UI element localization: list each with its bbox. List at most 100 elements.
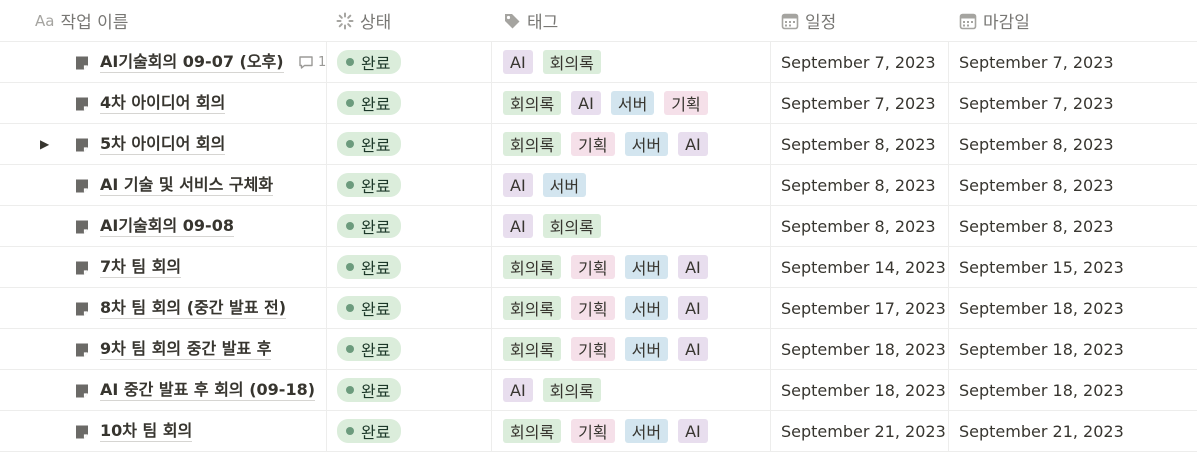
status-cell[interactable]: 완료 [326, 124, 491, 164]
name-cell[interactable]: ▶ 5차 아이디어 회의 [0, 124, 326, 164]
table-row[interactable]: 7차 팀 회의 완료 회의록 기획 서버 AI September 14, 2023 Sept… [0, 247, 1197, 288]
column-header-tags[interactable]: 태그 [491, 0, 770, 41]
tag-badge: AI [678, 255, 708, 279]
table-row[interactable]: 10차 팀 회의 완료 회의록 기획 서버 AI September 21, 2023 Sep… [0, 411, 1197, 452]
date-value: September 18, 2023 [781, 339, 946, 359]
tag-badge: 회의록 [542, 214, 601, 238]
status-cell[interactable]: 완료 [326, 165, 491, 205]
row-title[interactable]: 8차 팀 회의 (중간 발표 전) [100, 297, 287, 319]
name-cell[interactable]: 10차 팀 회의 [0, 411, 326, 451]
table-row[interactable]: 8차 팀 회의 (중간 발표 전) 완료 회의록 기획 서버 AI September 17… [0, 288, 1197, 329]
due-cell[interactable]: September 21, 2023 [948, 411, 1197, 451]
status-badge: 완료 [337, 296, 402, 320]
tags-cell[interactable]: 회의록 AI 서버 기획 [491, 83, 770, 123]
status-cell[interactable]: 완료 [326, 370, 491, 410]
tags-cell[interactable]: 회의록 기획 서버 AI [491, 411, 770, 451]
date-cell[interactable]: September 14, 2023 [770, 247, 948, 287]
row-title[interactable]: 5차 아이디어 회의 [100, 133, 226, 155]
due-cell[interactable]: September 18, 2023 [948, 329, 1197, 369]
tag-badge: 회의록 [503, 255, 562, 279]
status-cell[interactable]: 완료 [326, 83, 491, 123]
tag-badge: AI [678, 132, 708, 156]
row-title[interactable]: 7차 팀 회의 [100, 256, 182, 278]
tag-badge: AI [503, 173, 533, 197]
name-cell[interactable]: 7차 팀 회의 [0, 247, 326, 287]
name-cell[interactable]: 8차 팀 회의 (중간 발표 전) [0, 288, 326, 328]
table-row[interactable]: ▶ 5차 아이디어 회의 완료 회의록 기획 서버 AI September 8, 2023 S… [0, 124, 1197, 165]
due-cell[interactable]: September 8, 2023 [948, 124, 1197, 164]
name-cell[interactable]: AI 중간 발표 후 회의 (09-18) [0, 370, 326, 410]
calendar-icon [781, 12, 799, 30]
row-title[interactable]: 9차 팀 회의 중간 발표 후 [100, 338, 272, 360]
name-cell[interactable]: 4차 아이디어 회의 [0, 83, 326, 123]
comment-indicator[interactable]: 1 [298, 55, 326, 70]
status-cell[interactable]: 완료 [326, 411, 491, 451]
status-badge: 완료 [337, 50, 402, 74]
date-cell[interactable]: September 7, 2023 [770, 42, 948, 82]
date-cell[interactable]: September 18, 2023 [770, 370, 948, 410]
date-cell[interactable]: September 17, 2023 [770, 288, 948, 328]
date-value: September 17, 2023 [781, 298, 946, 318]
status-badge: 완료 [337, 378, 402, 402]
column-header-status[interactable]: 상태 [326, 0, 491, 41]
name-cell[interactable]: AI기술회의 09-07 (오후) 1 [0, 42, 326, 82]
column-header-due[interactable]: 마감일 [948, 0, 1197, 41]
table-row[interactable]: 9차 팀 회의 중간 발표 후 완료 회의록 기획 서버 AI September 18, … [0, 329, 1197, 370]
status-cell[interactable]: 완료 [326, 206, 491, 246]
column-header-name[interactable]: Aa 작업 이름 [0, 0, 326, 41]
due-cell[interactable]: September 18, 2023 [948, 370, 1197, 410]
due-value: September 18, 2023 [959, 339, 1124, 359]
date-cell[interactable]: September 8, 2023 [770, 124, 948, 164]
due-cell[interactable]: September 7, 2023 [948, 42, 1197, 82]
row-title[interactable]: AI 중간 발표 후 회의 (09-18) [100, 379, 316, 401]
table-row[interactable]: AI 중간 발표 후 회의 (09-18) 완료 AI 회의록 September 18… [0, 370, 1197, 411]
tags-cell[interactable]: 회의록 기획 서버 AI [491, 288, 770, 328]
row-title[interactable]: AI기술회의 09-07 (오후) [100, 51, 284, 73]
due-cell[interactable]: September 8, 2023 [948, 206, 1197, 246]
date-cell[interactable]: September 8, 2023 [770, 165, 948, 205]
expand-toggle-icon[interactable]: ▶ [40, 137, 50, 151]
tags-cell[interactable]: AI 회의록 [491, 42, 770, 82]
tag-badge: 서버 [624, 337, 669, 361]
due-cell[interactable]: September 18, 2023 [948, 288, 1197, 328]
status-dot-icon [346, 140, 354, 148]
tag-badge: 서버 [542, 173, 587, 197]
status-cell[interactable]: 완료 [326, 288, 491, 328]
due-cell[interactable]: September 8, 2023 [948, 165, 1197, 205]
table-row[interactable]: AI기술회의 09-07 (오후) 1 완료 AI 회의록 September 7, 20… [0, 42, 1197, 83]
tags-cell[interactable]: AI 서버 [491, 165, 770, 205]
tag-badge: 기획 [571, 419, 615, 443]
row-title[interactable]: AI 기술 및 서비스 구체화 [100, 174, 274, 196]
date-value: September 21, 2023 [781, 421, 946, 441]
due-cell[interactable]: September 15, 2023 [948, 247, 1197, 287]
table-row[interactable]: AI 기술 및 서비스 구체화 완료 AI 서버 September 8, 2023 Se… [0, 165, 1197, 206]
table-row[interactable]: 4차 아이디어 회의 완료 회의록 AI 서버 기획 September 7, 2023 Se… [0, 83, 1197, 124]
date-cell[interactable]: September 8, 2023 [770, 206, 948, 246]
status-badge: 완료 [337, 255, 402, 279]
status-badge: 완료 [337, 91, 402, 115]
tags-cell[interactable]: 회의록 기획 서버 AI [491, 124, 770, 164]
status-label: 완료 [361, 423, 391, 442]
tags-cell[interactable]: AI 회의록 [491, 206, 770, 246]
tags-cell[interactable]: 회의록 기획 서버 AI [491, 247, 770, 287]
tags-cell[interactable]: 회의록 기획 서버 AI [491, 329, 770, 369]
tag-badge: 기획 [571, 337, 615, 361]
table-row[interactable]: AI기술회의 09-08 완료 AI 회의록 September 8, 2023 Sept… [0, 206, 1197, 247]
name-cell[interactable]: AI기술회의 09-08 [0, 206, 326, 246]
column-header-date[interactable]: 일정 [770, 0, 948, 41]
date-cell[interactable]: September 21, 2023 [770, 411, 948, 451]
status-cell[interactable]: 완료 [326, 329, 491, 369]
tag-badge: 서버 [624, 255, 669, 279]
row-title[interactable]: AI기술회의 09-08 [100, 215, 234, 237]
date-cell[interactable]: September 18, 2023 [770, 329, 948, 369]
name-cell[interactable]: AI 기술 및 서비스 구체화 [0, 165, 326, 205]
date-cell[interactable]: September 7, 2023 [770, 83, 948, 123]
due-cell[interactable]: September 7, 2023 [948, 83, 1197, 123]
row-title[interactable]: 10차 팀 회의 [100, 420, 193, 442]
name-cell[interactable]: 9차 팀 회의 중간 발표 후 [0, 329, 326, 369]
row-title[interactable]: 4차 아이디어 회의 [100, 92, 226, 114]
tags-cell[interactable]: AI 회의록 [491, 370, 770, 410]
status-cell[interactable]: 완료 [326, 42, 491, 82]
page-icon [74, 424, 90, 444]
status-cell[interactable]: 완료 [326, 247, 491, 287]
